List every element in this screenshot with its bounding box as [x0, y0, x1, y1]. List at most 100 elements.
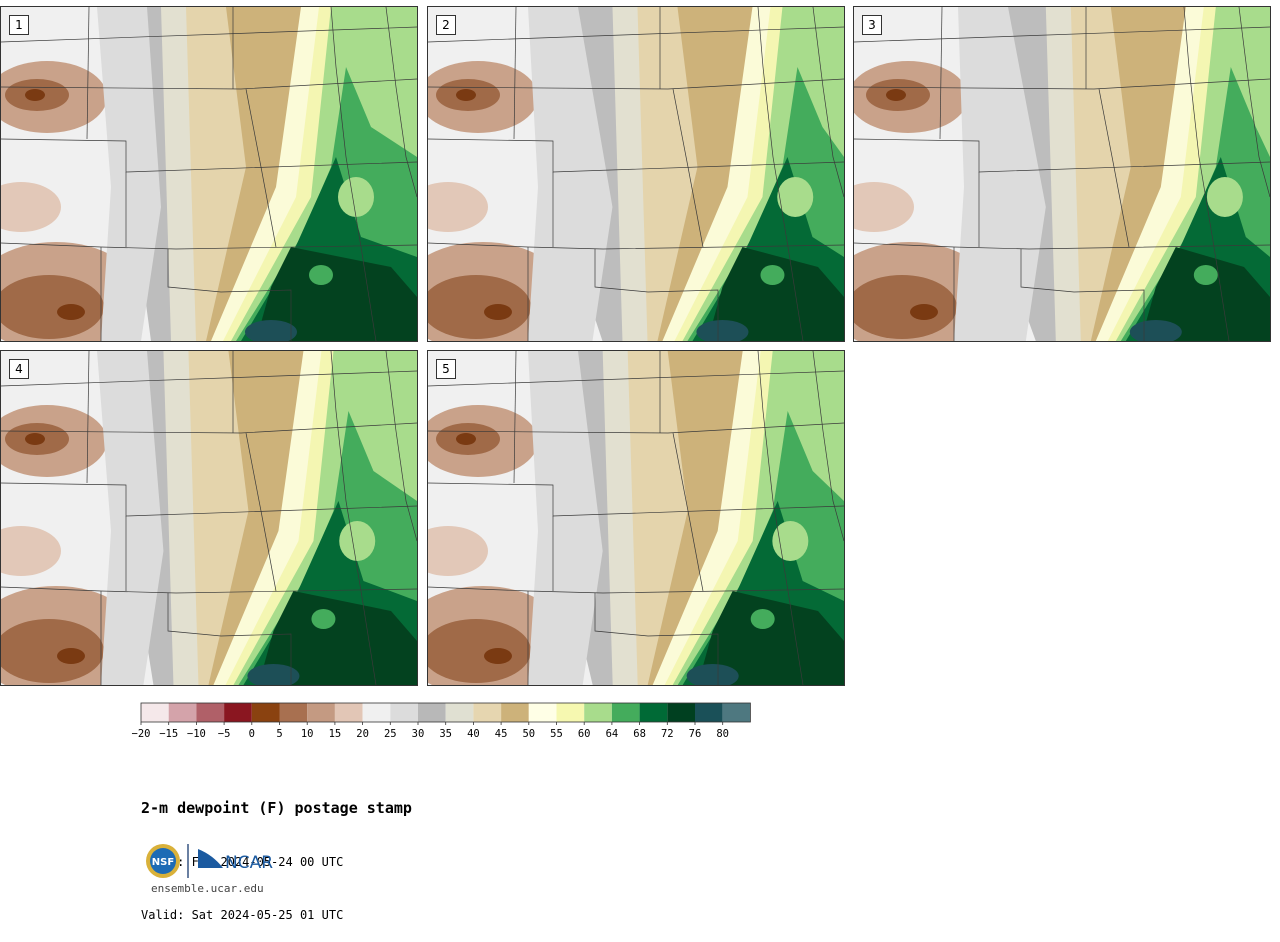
state-boundaries	[1, 7, 417, 341]
dewpoint-map	[428, 7, 844, 341]
light-yellow-band	[211, 7, 331, 341]
colorbar-swatch	[722, 703, 751, 722]
humid-core-south	[686, 664, 739, 685]
colorbar-swatch	[251, 703, 280, 722]
colorbar-tick-label: 76	[689, 728, 702, 740]
colorbar: −20 −15 −10 −5 0 5 10 15 20 25 30 35 40 45 50 55 60 64 68 7…	[132, 702, 751, 740]
ncar-logo-text: NCAR	[225, 853, 273, 873]
member-stamp-4: 4	[0, 350, 418, 686]
valid-time: Valid: Sat 2024-05-25 01 UTC	[141, 908, 344, 922]
colorbar-swatch	[334, 703, 363, 722]
colorbar-swatch	[611, 703, 640, 722]
colorbar-tick-label: 45	[495, 728, 508, 740]
light-yellow-band	[652, 351, 773, 685]
very-dark-green-region	[707, 247, 844, 341]
dewpoint-map	[428, 351, 844, 685]
colorbar-tick-label: −20	[132, 728, 151, 740]
colorbar-tick-label: 50	[522, 728, 535, 740]
member-stamp-1: 1	[0, 6, 418, 342]
dewpoint-map	[854, 7, 1270, 341]
state-boundaries	[428, 7, 844, 341]
colorbar-tick-label: 5	[276, 728, 282, 740]
dry-pocket-north-min	[456, 433, 476, 445]
very-dark-green-region	[256, 247, 417, 341]
member-label: 4	[9, 359, 29, 379]
dry-pocket-north-min	[25, 433, 45, 445]
dry-patch-west	[1, 182, 61, 232]
colorbar-swatch	[473, 703, 502, 722]
colorbar-tick-label: 0	[249, 728, 255, 740]
dry-patch-west	[854, 182, 914, 232]
nsf-logo-text: NSF	[152, 857, 174, 868]
dry-pocket-south-core	[428, 619, 531, 683]
state-boundaries	[1, 351, 417, 685]
colorbar-swatch	[141, 703, 169, 722]
chart-title: 2-m dewpoint (F) postage stamp	[141, 799, 412, 817]
member-stamp-3: 3	[853, 6, 1271, 342]
dry-pocket-south-min	[484, 304, 512, 320]
light-yellow-band	[1095, 7, 1216, 341]
light-grey-band	[97, 7, 161, 341]
colorbar-tick-label: 72	[661, 728, 674, 740]
dry-pocket-south-min	[910, 304, 938, 320]
colorbar-swatch	[584, 703, 612, 722]
dry-patch-west	[1, 526, 61, 576]
colorbar-tick-label: 40	[467, 728, 480, 740]
very-dark-green-region	[697, 591, 844, 685]
member-label: 1	[9, 15, 29, 35]
member-stamp-5: 5	[427, 350, 845, 686]
yellow-band	[223, 7, 346, 341]
website-url: ensemble.ucar.edu	[151, 882, 264, 895]
colorbar-swatch	[196, 703, 225, 722]
dry-patch-west	[428, 526, 488, 576]
colorbar-swatch	[667, 703, 695, 722]
dry-pocket-north-min	[25, 89, 45, 101]
member-label: 3	[862, 15, 882, 35]
very-dark-green-region	[1140, 247, 1270, 341]
colorbar-swatch	[445, 703, 474, 722]
colorbar-swatch	[279, 703, 308, 722]
colorbar-swatch	[556, 703, 585, 722]
colorbar-tick-label: 10	[301, 728, 314, 740]
colorbar-tick-label: −5	[218, 728, 231, 740]
colorbar-tick-label: 20	[356, 728, 369, 740]
colorbar-tick-label: 80	[716, 728, 729, 740]
light-grey-band	[954, 7, 1046, 341]
light-yellow-band	[213, 351, 334, 685]
colorbar-tick-label: 68	[633, 728, 646, 740]
dry-pocket-south-min	[57, 304, 85, 320]
light-yellow-band	[662, 7, 783, 341]
green-pocket	[750, 609, 775, 629]
humid-core-south	[247, 664, 300, 685]
yellow-band	[664, 351, 788, 685]
colorbar-tick-label: −15	[159, 728, 178, 740]
green-pocket	[311, 609, 336, 629]
dewpoint-map	[1, 351, 417, 685]
dry-pocket-north-min	[886, 89, 906, 101]
colorbar-swatch	[528, 703, 557, 722]
colorbar-swatch	[639, 703, 668, 722]
dry-pocket-south-core	[1, 275, 104, 339]
dry-pocket-south-core	[1, 619, 104, 683]
colorbar-tick-label: 64	[606, 728, 619, 740]
humid-core-south	[696, 320, 749, 341]
state-boundaries	[428, 351, 844, 685]
green-pocket	[309, 265, 333, 285]
colorbar-tick-label: 25	[384, 728, 397, 740]
colorbar-swatch	[307, 703, 335, 722]
nsf-ncar-logo: NSF NCAR	[146, 844, 273, 878]
light-green-pocket	[777, 177, 814, 217]
light-green-pocket	[339, 521, 376, 561]
light-grey-band	[528, 7, 613, 341]
colorbar-swatch	[168, 703, 197, 722]
member-stamp-2: 2	[427, 6, 845, 342]
humid-core-south	[1129, 320, 1182, 341]
humid-core-south	[245, 320, 297, 341]
dry-pocket-south-core	[854, 275, 957, 339]
light-green-pocket	[338, 177, 374, 217]
colorbar-swatch	[501, 703, 529, 722]
dewpoint-map	[1, 7, 417, 341]
yellow-band	[225, 351, 349, 685]
colorbar-swatch	[224, 703, 252, 722]
dry-pocket-south-min	[57, 648, 85, 664]
